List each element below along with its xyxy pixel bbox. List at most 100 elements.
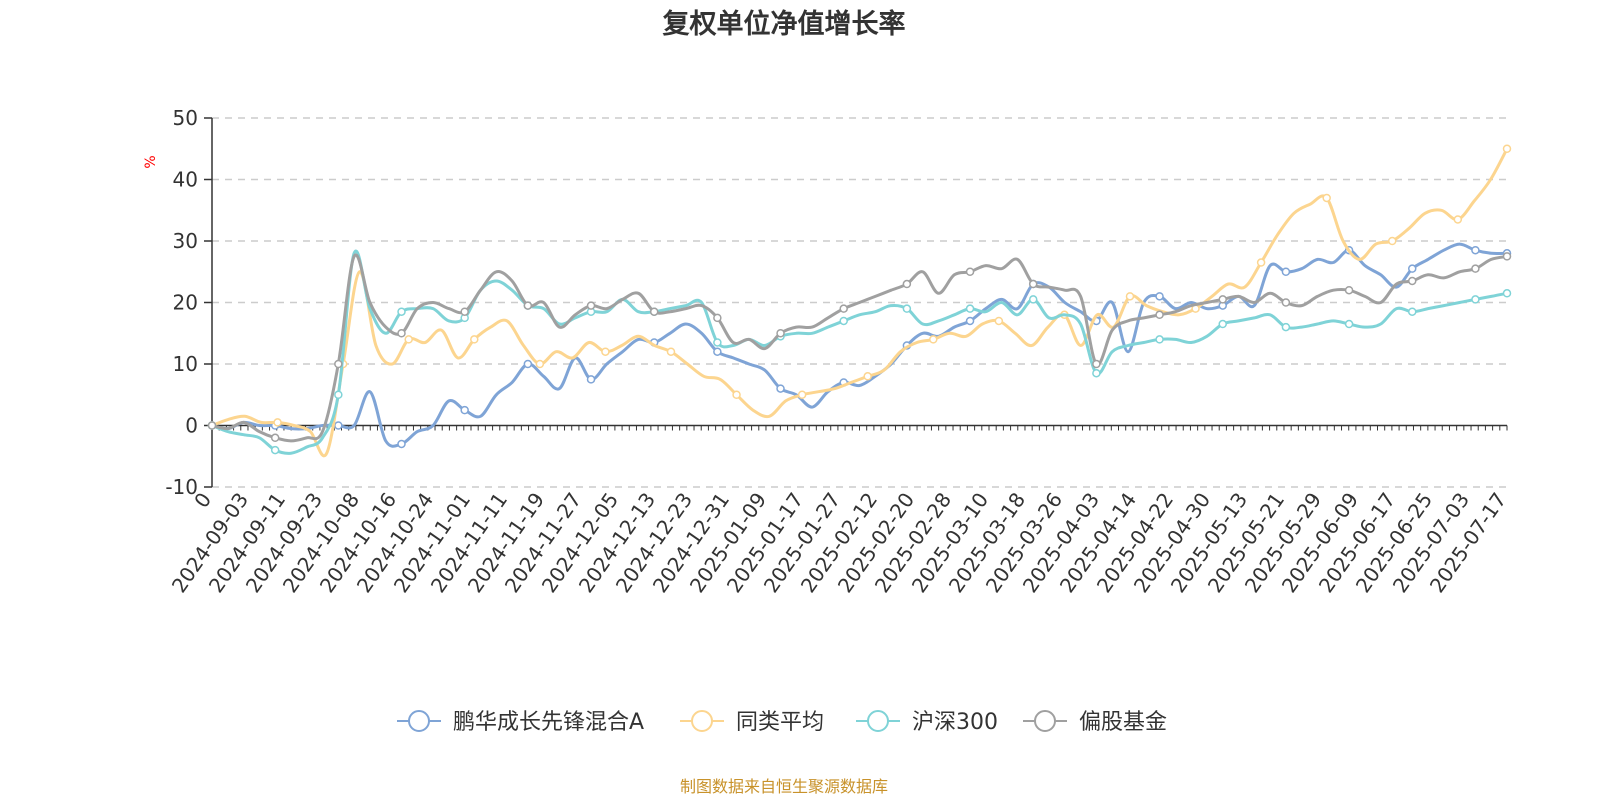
legend-item[interactable]: 沪深300 — [856, 710, 998, 735]
data-point — [601, 347, 610, 356]
data-point — [965, 267, 975, 276]
y-tick-label: 0 — [185, 414, 198, 438]
data-point — [902, 304, 912, 313]
data-point — [1407, 276, 1417, 286]
series-3 — [207, 252, 1512, 443]
data-point — [334, 421, 343, 430]
series-lines — [207, 144, 1512, 458]
legend-label: 鹏华成长先锋混合A — [453, 710, 644, 735]
data-point — [965, 304, 975, 313]
legend[interactable]: 鹏华成长先锋混合A 同类平均 沪深300 偏股基金 — [397, 710, 1167, 735]
data-point — [586, 301, 596, 310]
data-point — [273, 418, 282, 427]
data-point — [965, 316, 975, 326]
data-point — [460, 307, 469, 316]
y-tick-label: 50 — [173, 106, 198, 130]
legend-marker-icon — [1034, 710, 1056, 732]
series-line — [211, 249, 1508, 455]
data-point — [994, 316, 1004, 326]
data-point — [713, 313, 722, 323]
data-point — [586, 375, 596, 384]
data-point — [1502, 289, 1512, 298]
y-tick-label: 20 — [173, 291, 198, 315]
series-1 — [207, 144, 1512, 458]
data-point — [1471, 264, 1480, 273]
data-point — [1125, 292, 1135, 301]
legend-marker-icon — [691, 710, 713, 732]
data-point — [1092, 359, 1101, 369]
data-point — [1388, 236, 1397, 246]
data-point — [1155, 310, 1164, 320]
legend-label: 同类平均 — [736, 710, 824, 735]
series-line — [211, 253, 1508, 443]
y-axis-unit-label: % — [143, 155, 159, 168]
data-point — [649, 307, 659, 316]
series-line — [211, 148, 1509, 458]
y-tick-label: 30 — [173, 229, 198, 253]
data-point — [1092, 368, 1101, 378]
legend-marker-icon — [867, 710, 889, 732]
data-point — [404, 335, 413, 344]
data-point — [1453, 215, 1463, 224]
gridlines — [212, 117, 1507, 488]
source-note: 制图数据来自恒生聚源数据库 — [680, 777, 888, 796]
data-point — [1155, 292, 1164, 301]
data-point — [397, 329, 406, 338]
data-point — [270, 445, 280, 455]
legend-label: 沪深300 — [912, 710, 998, 735]
data-point — [1218, 295, 1227, 304]
data-point — [839, 316, 848, 326]
data-point — [713, 347, 722, 356]
data-point — [1502, 144, 1512, 153]
legend-marker-icon — [408, 710, 430, 732]
data-point — [776, 329, 785, 338]
data-point — [839, 304, 848, 313]
y-tick-label: 40 — [173, 168, 198, 192]
data-point — [1471, 295, 1480, 304]
data-point — [1281, 267, 1291, 276]
data-point — [470, 335, 479, 344]
legend-item[interactable]: 鹏华成长先锋混合A — [397, 710, 644, 735]
data-point — [902, 279, 912, 289]
series-line — [211, 242, 1508, 448]
chart-title: 复权单位净值增长率 — [663, 8, 906, 40]
legend-item[interactable]: 偏股基金 — [1023, 710, 1167, 735]
data-point — [863, 372, 872, 381]
data-point — [207, 421, 217, 430]
data-point — [397, 307, 406, 316]
data-point — [523, 359, 533, 369]
data-point — [334, 359, 343, 369]
data-point — [1218, 319, 1227, 329]
data-point — [523, 301, 533, 310]
data-point — [270, 433, 280, 443]
data-point — [1344, 319, 1354, 329]
data-point — [460, 405, 469, 415]
data-point — [1502, 252, 1512, 261]
data-point — [1344, 285, 1354, 295]
data-point — [397, 439, 406, 449]
data-point — [713, 338, 722, 347]
data-point — [535, 359, 545, 369]
series-2 — [207, 249, 1512, 455]
x-tick-label: 0 — [189, 488, 216, 512]
data-point — [334, 390, 343, 399]
data-point — [1028, 279, 1038, 289]
data-point — [1471, 245, 1480, 255]
data-point — [666, 347, 676, 356]
data-point — [1281, 322, 1291, 332]
data-point — [1322, 193, 1331, 203]
data-point — [1155, 335, 1164, 344]
data-point — [1281, 298, 1291, 307]
data-point — [797, 390, 807, 399]
data-point — [1028, 295, 1038, 304]
y-tick-label: -10 — [165, 475, 198, 499]
data-point — [776, 384, 785, 393]
data-point — [732, 390, 741, 399]
data-point — [929, 335, 938, 344]
legend-label: 偏股基金 — [1079, 710, 1167, 735]
y-tick-label: 10 — [173, 352, 198, 376]
data-point — [1407, 307, 1417, 316]
legend-item[interactable]: 同类平均 — [680, 710, 824, 735]
data-point — [1407, 264, 1417, 273]
data-point — [1256, 258, 1266, 267]
